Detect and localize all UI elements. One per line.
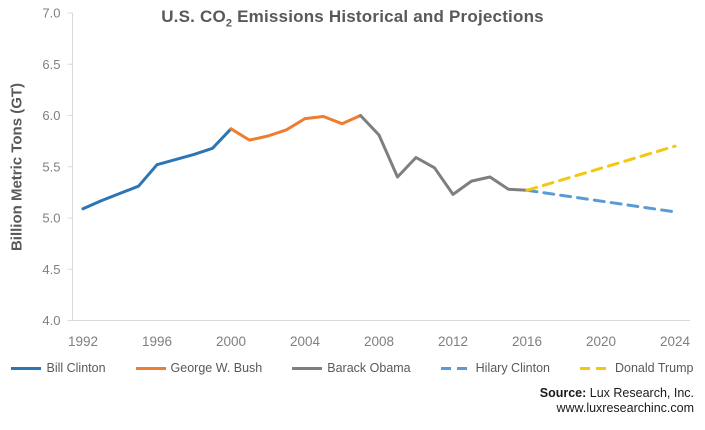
x-tick-label: 2000 (216, 334, 246, 349)
y-axis-title: Billion Metric Tons (GT) (8, 82, 26, 252)
legend-item-bill-clinton[interactable]: Bill Clinton (11, 361, 106, 375)
legend-label: Hilary Clinton (475, 361, 550, 375)
legend-item-hilary-clinton[interactable]: Hilary Clinton (440, 361, 550, 375)
source-url: www.luxresearchinc.com (556, 401, 694, 415)
chart-title-text: U.S. CO (161, 7, 226, 26)
x-tick-label: 2024 (660, 334, 691, 349)
legend-item-barack-obama[interactable]: Barack Obama (292, 361, 411, 375)
y-tick-label: 6.0 (42, 108, 60, 123)
legend-label: Barack Obama (327, 361, 411, 375)
series-line-bill-clinton (81, 127, 233, 211)
x-tick-label: 2012 (438, 334, 468, 349)
source-line: Source: Lux Research, Inc. (540, 386, 694, 401)
y-tick-label: 4.5 (42, 262, 60, 277)
x-tick-label: 1996 (142, 334, 172, 349)
legend-label: Bill Clinton (46, 361, 106, 375)
y-tick-label: 4.0 (42, 313, 60, 328)
chart-title: U.S. CO2 Emissions Historical and Projec… (0, 7, 705, 29)
y-tick-label: 5.0 (42, 211, 60, 226)
x-tick-label: 2016 (512, 334, 542, 349)
source-attribution: Source: Lux Research, Inc. www.luxresear… (540, 386, 694, 416)
y-tick-label: 7.0 (42, 6, 60, 21)
chart-legend: Bill Clinton George W. Bush Barack Obama Hi… (0, 361, 705, 375)
series-line-hilary-clinton (525, 188, 677, 214)
series-line-barack-obama (359, 114, 529, 196)
y-tick-label: 5.5 (42, 159, 60, 174)
source-company: Lux Research, Inc. (589, 386, 694, 400)
legend-swatch-hilary-clinton (440, 366, 471, 370)
legend-label: George W. Bush (170, 361, 263, 375)
chart-title-subscript: 2 (225, 17, 233, 30)
source-label: Source: (539, 386, 587, 400)
legend-swatch-donald-trump (579, 366, 610, 370)
legend-swatch-barack-obama (292, 366, 323, 370)
legend-swatch-bill-clinton (11, 366, 42, 370)
legend-swatch-george-w-bush (135, 366, 166, 370)
chart-title-suffix: Emissions Historical and Projections (232, 7, 544, 26)
series-line-donald-trump (525, 144, 677, 192)
legend-label: Donald Trump (614, 361, 694, 375)
x-tick-label: 2020 (586, 334, 616, 349)
series-line-george-w-bush (229, 114, 362, 142)
y-tick-label: 6.5 (42, 57, 60, 72)
legend-item-donald-trump[interactable]: Donald Trump (579, 361, 694, 375)
x-tick-label: 2004 (290, 334, 321, 349)
legend-item-george-w-bush[interactable]: George W. Bush (135, 361, 263, 375)
x-tick-label: 1992 (68, 334, 98, 349)
x-tick-label: 2008 (364, 334, 394, 349)
